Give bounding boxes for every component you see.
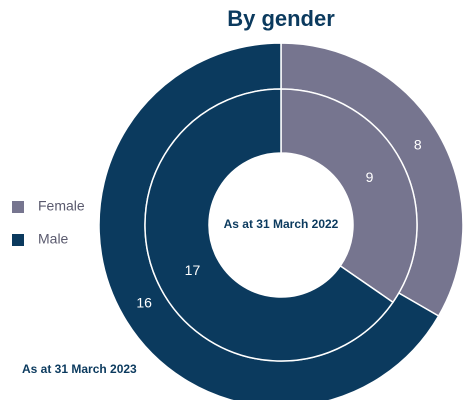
value-label: 9: [366, 169, 374, 185]
legend-label: Male: [38, 231, 69, 247]
ring-label: As at 31 March 2022: [224, 217, 339, 231]
donut-slice: [144, 88, 394, 362]
chart-title: By gender: [227, 6, 335, 31]
value-label: 16: [136, 295, 152, 311]
value-label: 17: [185, 262, 201, 278]
value-label: 8: [414, 137, 422, 153]
legend-swatch: [12, 201, 24, 213]
legend-swatch: [12, 234, 24, 246]
donut-slice: [280, 88, 418, 304]
legend-label: Female: [38, 198, 85, 214]
ring-label: As at 31 March 2023: [22, 362, 137, 376]
